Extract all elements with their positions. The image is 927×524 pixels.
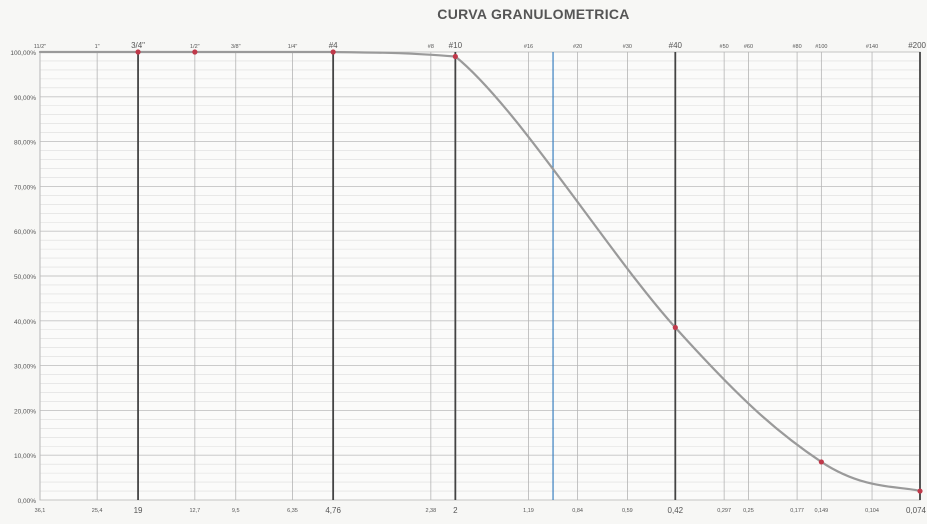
data-point <box>917 488 923 494</box>
sieve-opening-label: 0,104 <box>865 508 879 514</box>
sieve-name-label: #140 <box>866 44 878 50</box>
sieve-opening-label: 0,149 <box>814 508 828 514</box>
data-point <box>192 49 198 55</box>
sieve-name-label: #8 <box>428 44 434 50</box>
y-tick-label: 30,00% <box>14 364 36 371</box>
y-tick-label: 80,00% <box>14 140 36 147</box>
sieve-name-label: 1" <box>95 44 100 50</box>
sieve-name-label: #60 <box>744 44 753 50</box>
sieve-opening-label: 0,42 <box>668 506 684 515</box>
sieve-name-label: #20 <box>573 44 582 50</box>
sieve-name-label: 1/4" <box>288 44 298 50</box>
sieve-opening-label: 0,59 <box>622 508 633 514</box>
sieve-opening-label: 12,7 <box>189 508 200 514</box>
sieve-opening-label: 25,4 <box>92 508 103 514</box>
sieve-name-label: #40 <box>669 41 683 50</box>
y-tick-label: 40,00% <box>14 319 36 326</box>
y-tick-label: 50,00% <box>14 274 36 281</box>
sieve-opening-label: 0,84 <box>572 508 583 514</box>
y-tick-label: 10,00% <box>14 453 36 460</box>
sieve-opening-label: 2,38 <box>425 508 436 514</box>
sieve-opening-label: 0,177 <box>790 508 804 514</box>
y-tick-label: 70,00% <box>14 184 36 191</box>
sieve-opening-label: 2 <box>453 506 458 515</box>
sieve-opening-label: 0,074 <box>906 506 927 515</box>
sieve-name-label: 3/4" <box>131 41 145 50</box>
sieve-name-label: #100 <box>815 44 827 50</box>
sieve-opening-label: 19 <box>134 506 143 515</box>
data-point <box>330 49 336 55</box>
sieve-name-label: #16 <box>524 44 533 50</box>
sieve-name-label: #50 <box>720 44 729 50</box>
y-tick-label: 0,00% <box>18 498 37 505</box>
sieve-opening-label: 0,297 <box>717 508 731 514</box>
y-tick-label: 90,00% <box>14 95 36 102</box>
sieve-name-label: 3/8" <box>231 44 241 50</box>
sieve-name-label: 1/2" <box>190 44 200 50</box>
sieve-name-label: #10 <box>449 41 463 50</box>
sieve-opening-label: 6,35 <box>287 508 298 514</box>
y-tick-label: 20,00% <box>14 408 36 415</box>
sieve-opening-label: 36,1 <box>35 508 46 514</box>
data-point <box>672 324 678 331</box>
sieve-name-label: #200 <box>908 41 926 50</box>
sieve-name-label: #80 <box>792 44 801 50</box>
chart-title: CURVA GRANULOMETRICA <box>437 6 630 22</box>
y-tick-label: 60,00% <box>14 229 36 236</box>
sieve-opening-label: 1,19 <box>523 508 534 514</box>
sieve-opening-label: 0,25 <box>743 508 754 514</box>
sieve-opening-label: 4,76 <box>325 506 341 515</box>
data-point <box>452 53 458 60</box>
sieve-name-label: #4 <box>329 41 338 50</box>
sieve-opening-label: 9,5 <box>232 508 240 514</box>
data-point <box>818 459 824 465</box>
sieve-name-label: #30 <box>623 44 632 50</box>
y-tick-label: 100,00% <box>10 50 36 57</box>
sieve-name-label: 11/2" <box>34 44 46 50</box>
data-point <box>135 49 141 55</box>
